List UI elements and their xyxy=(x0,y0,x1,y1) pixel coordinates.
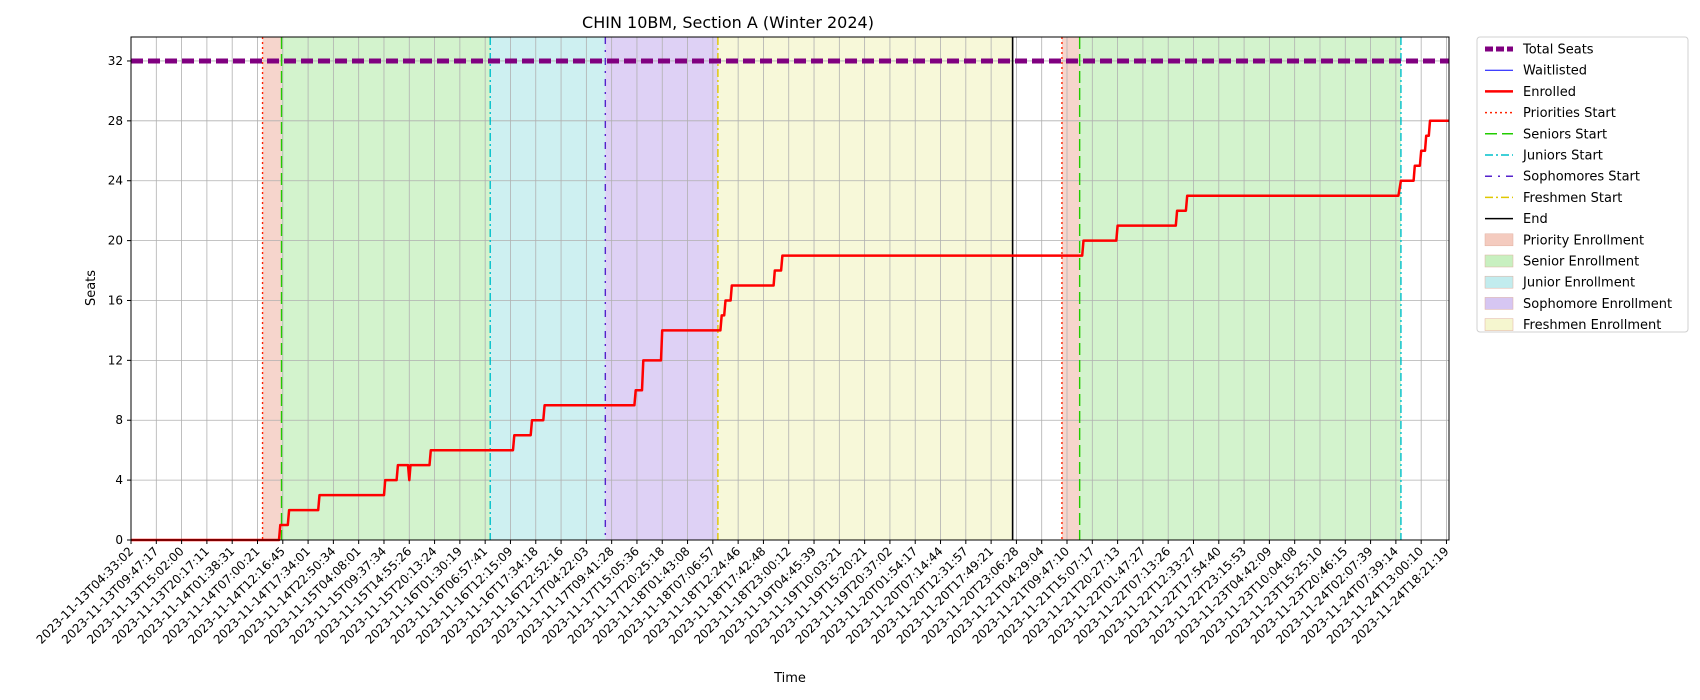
legend-label: Sophomore Enrollment xyxy=(1523,297,1672,312)
y-tick-label: 0 xyxy=(115,533,123,547)
legend-label: Priorities Start xyxy=(1523,106,1616,121)
span-priority-enrollment xyxy=(262,37,282,540)
y-tick-label: 28 xyxy=(108,114,123,128)
y-axis-ticks: 0 4 8 12 16 20 24 28 32 xyxy=(108,54,131,547)
span-senior-enrollment xyxy=(1079,37,1401,540)
legend-label: Juniors Start xyxy=(1522,149,1603,164)
legend-label: Junior Enrollment xyxy=(1522,276,1635,291)
legend-label: Sophomores Start xyxy=(1523,170,1640,185)
phase-spans xyxy=(262,37,1401,540)
legend-swatch xyxy=(1484,233,1514,247)
y-tick-label: 20 xyxy=(108,234,123,248)
series-enrolled xyxy=(131,119,1449,542)
span-priority-enrollment xyxy=(1061,37,1080,540)
span-freshmen-enrollment xyxy=(717,37,1013,540)
legend-box xyxy=(1476,36,1689,333)
legend-label: Senior Enrollment xyxy=(1523,255,1639,270)
legend-label: Seniors Start xyxy=(1523,127,1607,142)
y-tick-label: 24 xyxy=(108,174,123,188)
span-junior-enrollment xyxy=(490,37,606,540)
x-axis-ticks: 2023-11-13T04:33:022023-11-13T09:47:1720… xyxy=(34,540,1452,647)
phase-lines xyxy=(261,37,1402,540)
legend-label: Enrolled xyxy=(1523,85,1576,100)
x-axis-label: Time xyxy=(773,671,806,686)
legend-swatch xyxy=(1484,318,1514,331)
y-axis-label: Seats xyxy=(84,270,99,306)
legend-label: Freshmen Start xyxy=(1523,191,1622,206)
legend-label: Waitlisted xyxy=(1523,64,1587,79)
legend-swatch xyxy=(1484,254,1514,268)
legend-swatch xyxy=(1484,297,1514,310)
y-tick-label: 32 xyxy=(108,54,123,68)
legend-label: End xyxy=(1523,212,1548,227)
chart-title: CHIN 10BM, Section A (Winter 2024) xyxy=(582,13,874,32)
grid-lines xyxy=(130,37,1449,541)
legend-label: Priority Enrollment xyxy=(1523,233,1644,248)
y-tick-label: 16 xyxy=(108,293,123,307)
legend-label: Freshmen Enrollment xyxy=(1523,318,1661,333)
span-senior-enrollment xyxy=(281,37,491,540)
y-tick-label: 12 xyxy=(108,353,123,367)
plot-frame xyxy=(130,36,1450,541)
legend-swatch xyxy=(1484,275,1514,289)
y-tick-label: 4 xyxy=(115,473,123,487)
legend-label: Total Seats xyxy=(1522,43,1594,58)
span-sophomore-enrollment xyxy=(605,37,718,540)
legend: Total Seats Waitlisted Enrolled Priorities … xyxy=(1476,36,1689,333)
y-tick-label: 8 xyxy=(115,413,123,427)
